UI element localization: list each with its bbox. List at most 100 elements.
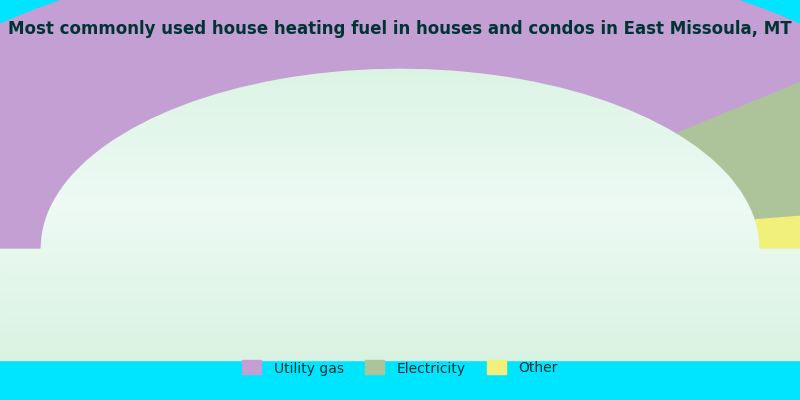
Bar (0, 349, 800, 351)
Bar (0, 360, 800, 400)
Bar (0, 146, 800, 148)
Bar (0, 121, 800, 123)
Bar (0, 207, 800, 209)
Bar (0, 0, 800, 48)
Bar (0, 336, 800, 338)
Bar (0, 254, 800, 256)
Bar (0, 220, 800, 221)
Bar (0, 198, 800, 199)
Bar (0, 129, 800, 131)
Bar (0, 326, 800, 327)
Bar (0, 92, 800, 93)
Bar (0, 160, 800, 162)
Bar (0, 195, 800, 196)
Bar (0, 346, 800, 348)
Bar (0, 238, 800, 240)
Bar (0, 128, 800, 129)
Bar (0, 68, 800, 70)
Bar (0, 287, 800, 288)
Bar (0, 274, 800, 276)
Bar (0, 190, 800, 192)
Bar (0, 112, 800, 114)
Bar (0, 293, 800, 294)
Bar (0, 124, 800, 126)
Bar (0, 237, 800, 238)
Bar (0, 321, 800, 322)
Bar (0, 156, 800, 157)
Bar (0, 56, 800, 57)
Bar (0, 117, 800, 118)
Bar (0, 53, 800, 54)
Bar (0, 335, 800, 337)
Bar (0, 59, 800, 60)
Bar (0, 137, 800, 138)
Bar (0, 312, 800, 313)
Bar (0, 291, 800, 293)
Bar (0, 218, 800, 220)
Bar (0, 188, 800, 190)
Bar (0, 138, 800, 140)
Bar (0, 204, 800, 206)
Bar (0, 240, 800, 242)
Bar (0, 344, 800, 346)
Bar (0, 252, 800, 254)
Bar (0, 212, 800, 213)
Bar (0, 64, 800, 65)
Bar (0, 215, 800, 216)
Bar (0, 185, 800, 187)
Bar (0, 288, 800, 290)
Bar (0, 249, 800, 251)
Bar (0, 84, 800, 86)
Bar (0, 206, 800, 207)
Bar (0, 306, 800, 307)
Bar (0, 164, 800, 165)
Bar (0, 178, 800, 179)
Bar (0, 101, 800, 103)
Bar (0, 329, 800, 330)
Bar (0, 315, 800, 316)
Bar (0, 341, 800, 343)
Bar (0, 296, 800, 298)
Bar (0, 244, 800, 246)
Bar (0, 210, 800, 212)
Bar (0, 290, 800, 291)
Bar (0, 159, 800, 160)
Bar (0, 114, 800, 115)
Bar (0, 79, 800, 81)
Bar (0, 258, 800, 260)
Wedge shape (678, 57, 800, 220)
Bar (0, 352, 800, 354)
Bar (0, 196, 800, 198)
Bar (0, 294, 800, 296)
Bar (0, 181, 800, 182)
Bar (0, 179, 800, 181)
Bar (0, 284, 800, 285)
Bar (0, 357, 800, 358)
Bar (0, 166, 800, 168)
Bar (0, 95, 800, 96)
Bar (0, 170, 800, 171)
Bar (0, 87, 800, 88)
Bar (0, 193, 800, 195)
Bar (0, 142, 800, 143)
Bar (0, 262, 800, 263)
Bar (0, 57, 800, 59)
Bar (0, 280, 800, 282)
Bar (0, 110, 800, 112)
Bar (0, 152, 800, 154)
Bar (0, 81, 800, 82)
Bar (0, 348, 800, 349)
Bar (0, 123, 800, 124)
Bar (0, 298, 800, 299)
Bar (0, 266, 800, 268)
Bar (0, 192, 800, 193)
Bar (0, 270, 800, 271)
Bar (0, 313, 800, 315)
Bar (0, 70, 800, 71)
Bar (0, 248, 800, 249)
Bar (0, 358, 800, 360)
Bar (0, 229, 800, 230)
Bar (0, 304, 800, 306)
Bar (0, 88, 800, 90)
Bar (0, 67, 800, 68)
